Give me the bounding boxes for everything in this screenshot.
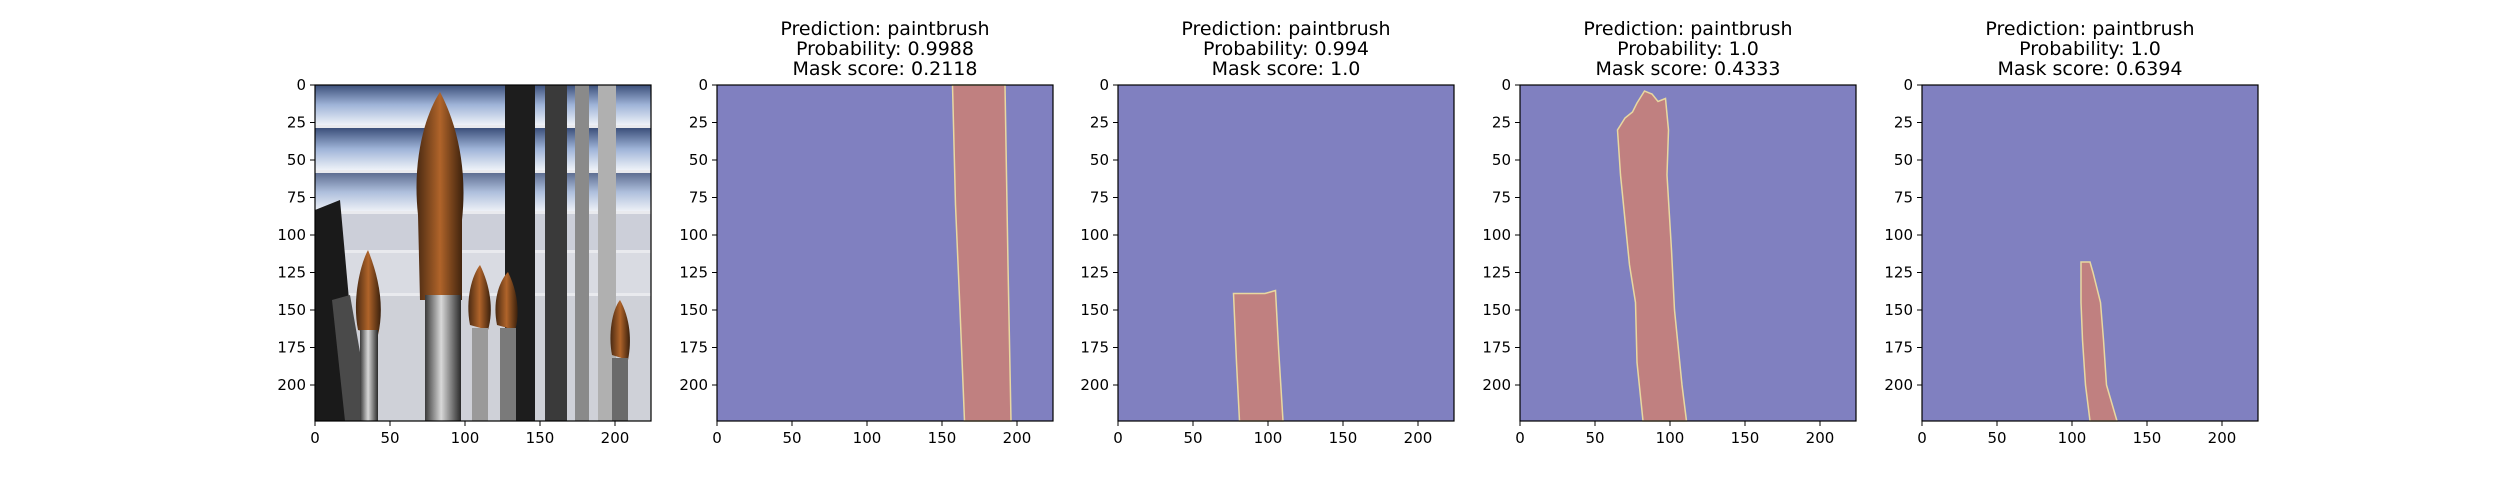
y-tick-label: 100 [1482, 226, 1511, 244]
panel-title-line: Mask score: 0.6394 [1998, 58, 2183, 80]
x-tick-label: 50 [1183, 429, 1202, 447]
axes-frame [314, 84, 652, 422]
axes-frame [1921, 84, 2259, 422]
panel-title-line: Probability: 0.994 [1203, 38, 1369, 60]
x-tick-label: 0 [712, 429, 722, 447]
y-tick-label: 200 [277, 376, 306, 394]
x-tick-label: 200 [2208, 429, 2237, 447]
y-tick-label: 75 [287, 189, 306, 207]
mask-panel-3: 0 50 100 150 200 0 25 50 75 100 125 150 175 200 Predic… [1482, 18, 1857, 447]
y-tick-label: 150 [679, 301, 708, 319]
y-tick-label: 175 [277, 339, 306, 357]
x-tick-label: 200 [1404, 429, 1433, 447]
x-tick-label: 150 [526, 429, 555, 447]
paintbrush-photo [315, 85, 651, 421]
y-tick-label: 25 [287, 114, 306, 132]
mask-region [2080, 261, 2118, 422]
panel-title-line: Mask score: 0.4333 [1596, 58, 1781, 80]
y-tick-label: 100 [1884, 226, 1913, 244]
mask-panel-1: 0 50 100 150 200 0 25 50 75 100 125 150 175 200 Predic… [679, 18, 1054, 447]
y-tick-label: 125 [1884, 264, 1913, 282]
panel-title-line: Probability: 0.9988 [796, 38, 974, 60]
y-tick-label: 175 [1080, 339, 1109, 357]
panel-title-line: Mask score: 0.2118 [793, 58, 978, 80]
axes-frame [716, 84, 1054, 422]
y-tick-label: 125 [1080, 264, 1109, 282]
x-tick-label: 100 [451, 429, 480, 447]
y-tick-label: 75 [689, 189, 708, 207]
y-tick-label: 50 [1894, 151, 1913, 169]
y-tick-label: 100 [679, 226, 708, 244]
y-tick-label: 25 [689, 114, 708, 132]
x-tick-label: 50 [782, 429, 801, 447]
input-photo-panel: 0 50 100 150 200 0 25 50 75 100 125 150 175 200 [277, 76, 652, 447]
y-tick-label: 125 [1482, 264, 1511, 282]
panel-title-line: Prediction: paintbrush [780, 18, 989, 40]
y-tick-label: 0 [698, 76, 708, 94]
panel-title-line: Prediction: paintbrush [1985, 18, 2194, 40]
y-tick-label: 50 [1090, 151, 1109, 169]
y-tick-label: 200 [1482, 376, 1511, 394]
x-tick-label: 100 [1254, 429, 1283, 447]
mask-panel-4: 0 50 100 150 200 0 25 50 75 100 125 150 175 200 Predic… [1884, 18, 2259, 447]
y-tick-label: 0 [296, 76, 306, 94]
y-tick-label: 25 [1894, 114, 1913, 132]
y-tick-label: 75 [1492, 189, 1511, 207]
x-tick-label: 150 [1731, 429, 1760, 447]
y-tick-label: 150 [1884, 301, 1913, 319]
axes-frame [1117, 84, 1455, 422]
y-tick-label: 125 [277, 264, 306, 282]
y-tick-label: 0 [1099, 76, 1109, 94]
mask-region [1232, 289, 1284, 422]
mask-panel-2: 0 50 100 150 200 0 25 50 75 100 125 150 175 200 Predic… [1080, 18, 1455, 447]
y-tick-label: 200 [1884, 376, 1913, 394]
y-tick-label: 25 [1492, 114, 1511, 132]
y-tick-label: 175 [679, 339, 708, 357]
x-tick-label: 100 [853, 429, 882, 447]
y-tick-label: 125 [679, 264, 708, 282]
y-tick-label: 175 [1884, 339, 1913, 357]
panel-title-line: Prediction: paintbrush [1583, 18, 1792, 40]
panel-title-line: Probability: 1.0 [1617, 38, 1759, 60]
y-tick-label: 175 [1482, 339, 1511, 357]
x-tick-label: 200 [1003, 429, 1032, 447]
y-tick-label: 50 [689, 151, 708, 169]
x-tick-label: 100 [1656, 429, 1685, 447]
x-tick-label: 200 [601, 429, 630, 447]
x-tick-label: 200 [1806, 429, 1835, 447]
axes-frame [1519, 84, 1857, 422]
y-tick-label: 200 [1080, 376, 1109, 394]
y-tick-label: 0 [1903, 76, 1913, 94]
y-tick-label: 50 [287, 151, 306, 169]
x-tick-label: 150 [2133, 429, 2162, 447]
x-tick-label: 50 [1585, 429, 1604, 447]
x-tick-label: 0 [310, 429, 320, 447]
y-tick-label: 75 [1894, 189, 1913, 207]
y-tick-label: 0 [1501, 76, 1511, 94]
x-tick-label: 0 [1515, 429, 1525, 447]
mask-background [1520, 85, 1856, 421]
x-tick-label: 50 [380, 429, 399, 447]
y-tick-label: 200 [679, 376, 708, 394]
panel-title-line: Mask score: 1.0 [1212, 58, 1361, 80]
y-tick-label: 25 [1090, 114, 1109, 132]
panel-title-line: Prediction: paintbrush [1181, 18, 1390, 40]
x-tick-label: 150 [1329, 429, 1358, 447]
x-tick-label: 150 [928, 429, 957, 447]
panel-title-line: Probability: 1.0 [2019, 38, 2161, 60]
y-tick-label: 150 [1482, 301, 1511, 319]
y-tick-label: 50 [1492, 151, 1511, 169]
y-tick-label: 100 [1080, 226, 1109, 244]
x-tick-label: 50 [1987, 429, 2006, 447]
x-tick-label: 0 [1113, 429, 1123, 447]
x-tick-label: 0 [1917, 429, 1927, 447]
mask-background [1118, 85, 1454, 421]
y-tick-label: 150 [277, 301, 306, 319]
y-tick-label: 100 [277, 226, 306, 244]
y-tick-label: 150 [1080, 301, 1109, 319]
y-tick-label: 75 [1090, 189, 1109, 207]
x-tick-label: 100 [2058, 429, 2087, 447]
